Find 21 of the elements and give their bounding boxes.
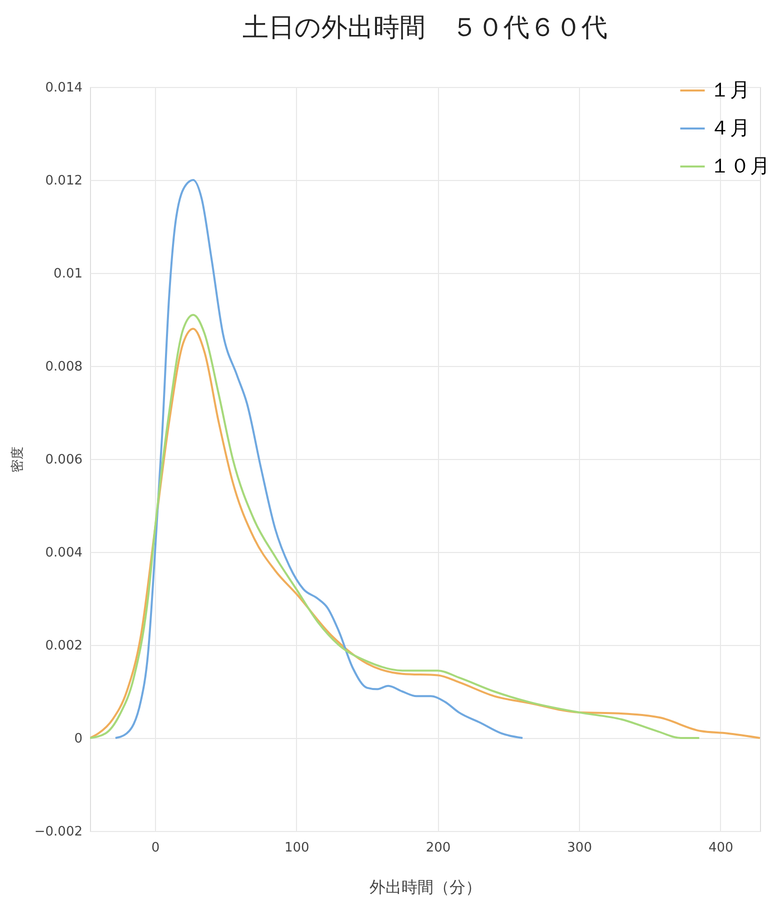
x-axis-title: 外出時間（分）: [370, 878, 482, 896]
y-tick-label: 0.01: [54, 266, 82, 282]
line-series: [114, 179, 524, 739]
legend-label: １０月: [710, 154, 770, 178]
y-tick-label: 0: [74, 732, 82, 746]
y-tick-label: 0.014: [45, 80, 82, 96]
legend-label: １月: [710, 78, 750, 102]
y-tick-label: 0.004: [45, 546, 82, 560]
x-tick-label: 400: [708, 840, 734, 856]
y-axis-title: 密度: [9, 446, 26, 472]
legend-label: ４月: [710, 116, 750, 140]
y-tick-label: 0.012: [45, 174, 82, 188]
x-tick-label: 0: [151, 840, 160, 856]
y-tick-label: 0.002: [45, 638, 82, 654]
y-tick-label: −0.002: [34, 824, 82, 840]
x-tick-label: 100: [284, 840, 310, 856]
y-tick-label: 0.008: [45, 360, 82, 374]
chart-title: 土日の外出時間 ５０代６０代: [242, 13, 608, 43]
x-tick-label: 300: [567, 840, 592, 856]
x-tick-label: 200: [426, 840, 451, 856]
y-tick-label: 0.006: [45, 452, 82, 468]
